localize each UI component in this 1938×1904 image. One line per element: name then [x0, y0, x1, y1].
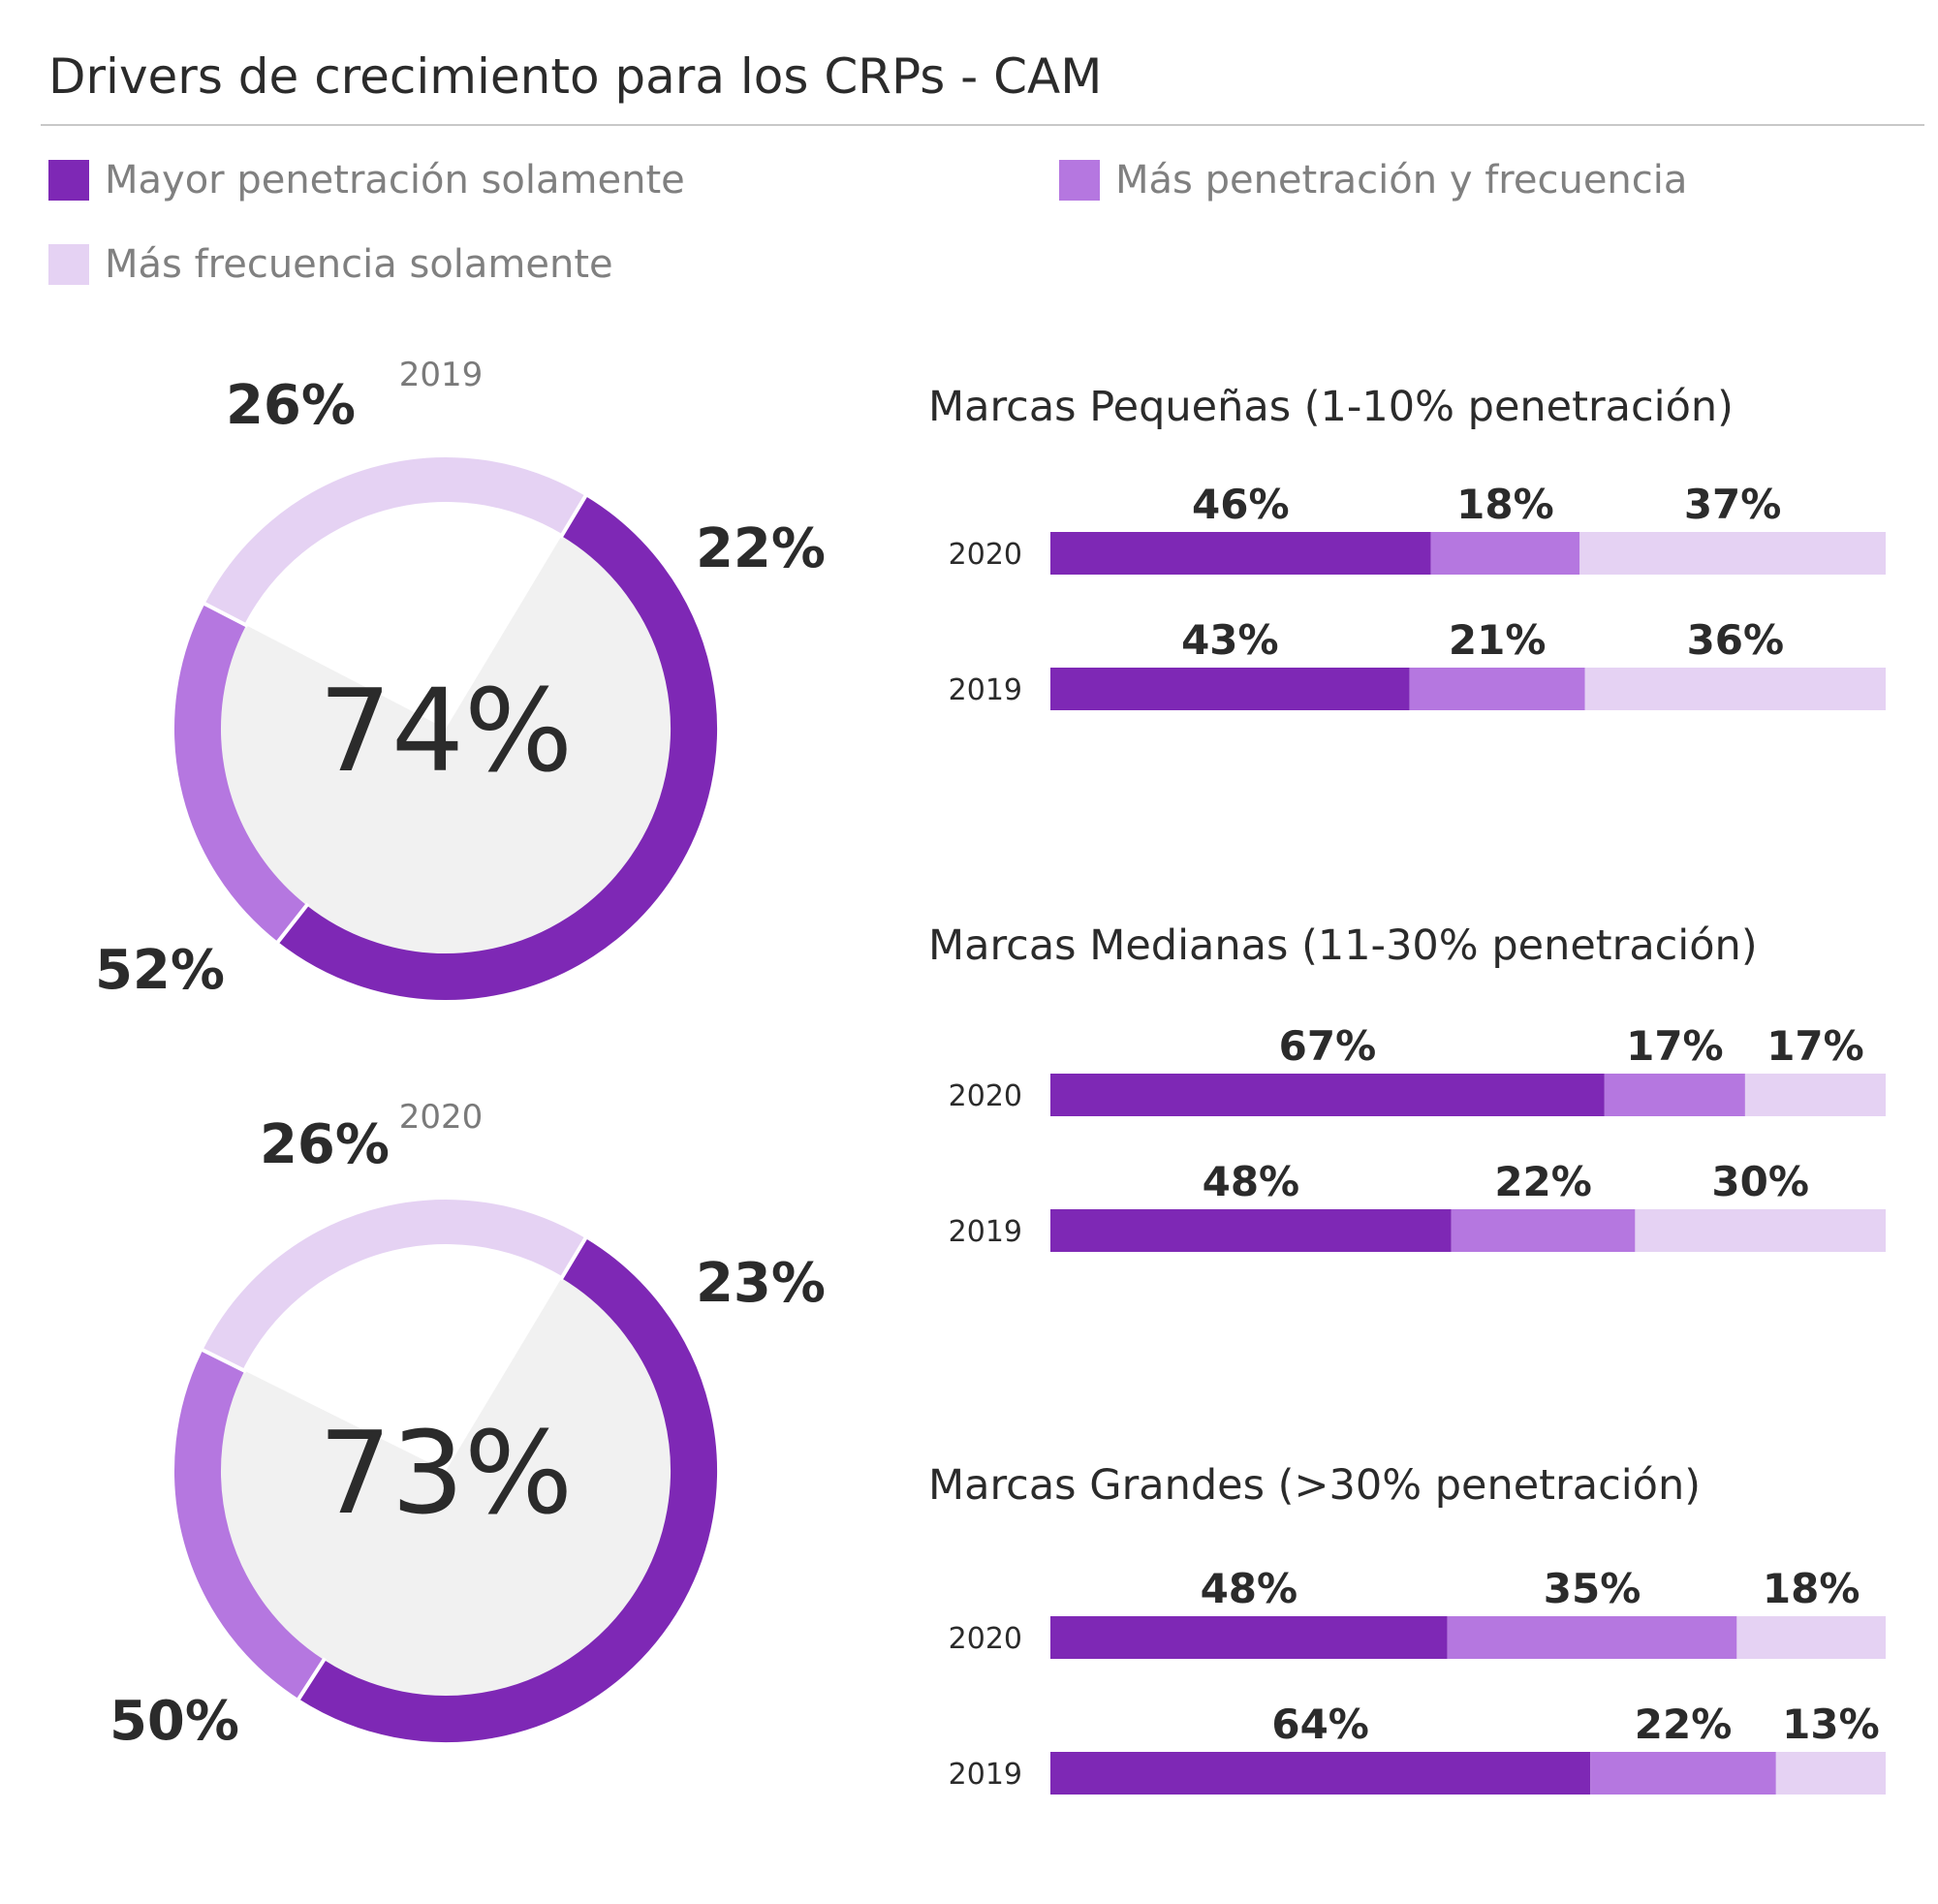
donut-segment-penetracion — [298, 1238, 718, 1743]
bar-segment-penetracion — [1050, 1209, 1452, 1252]
donut-separator — [275, 902, 310, 945]
donut-chart-2020: 2020 73% 50% 23% 26% — [109, 1098, 826, 1753]
bar-group-3: Marcas Grandes (>30% penetración) 2020 48%… — [928, 1461, 1886, 1795]
donut-separator — [200, 1347, 247, 1374]
bar-segment-frecuencia — [1775, 1752, 1886, 1795]
donut-label-ambos: 22% — [696, 517, 826, 580]
legend-swatch-frecuencia — [48, 244, 89, 285]
bar-segment-penetracion — [1050, 1752, 1591, 1795]
bar-group-1: Marcas Pequeñas (1-10% penetración) 2020 4… — [928, 383, 1886, 710]
donut-separator — [558, 1235, 588, 1281]
legend-label-penetracion: Mayor penetración solamente — [105, 158, 685, 203]
donut-center-cutout — [242, 1244, 563, 1471]
donut-center-cutout — [244, 502, 563, 729]
bar-value-label: 30% — [1711, 1158, 1809, 1205]
bar-segment-frecuencia — [1744, 1074, 1886, 1116]
bar-segment-frecuencia — [1579, 532, 1886, 575]
bar-segment-frecuencia — [1736, 1616, 1886, 1659]
bar-segment-penetracion — [1050, 1616, 1448, 1659]
bar-value-label: 64% — [1271, 1701, 1369, 1748]
bar-value-label: 18% — [1763, 1565, 1860, 1612]
donut-separator — [296, 1657, 328, 1702]
bar-value-label: 46% — [1192, 481, 1290, 528]
bar-group-title: Marcas Medianas (11-30% penetración) — [928, 921, 1758, 970]
donut-segment-ambos — [174, 604, 307, 943]
legend-label-frecuencia: Más frecuencia solamente — [105, 242, 613, 287]
bar-value-label: 13% — [1782, 1701, 1880, 1748]
bar-value-label: 17% — [1626, 1022, 1724, 1070]
bar-value-label: 18% — [1456, 481, 1554, 528]
donut-segment-penetracion — [277, 496, 717, 1000]
legend-item-penetracion: Mayor penetración solamente — [48, 158, 685, 203]
donut-center-value: 73% — [319, 1406, 573, 1540]
bar-segment-ambos — [1409, 668, 1585, 710]
bar-value-label: 22% — [1635, 1701, 1733, 1748]
legend-swatch-ambos — [1059, 160, 1100, 201]
bar-segment-ambos — [1447, 1616, 1737, 1659]
donut-label-ambos: 23% — [696, 1252, 826, 1315]
bar-value-label: 67% — [1279, 1022, 1377, 1070]
bar-group-title: Marcas Pequeñas (1-10% penetración) — [928, 383, 1734, 431]
bar-row-2019: 2019 48% 22% 30% — [949, 1158, 1886, 1252]
bar-segment-ambos — [1451, 1209, 1636, 1252]
donut-label-frecuencia: 26% — [226, 374, 356, 437]
bar-row-2020: 2020 46% 18% 37% — [949, 481, 1886, 575]
bar-year-label: 2019 — [949, 1758, 1022, 1792]
donut-segment-ambos — [174, 1350, 325, 1700]
bar-row-2020: 2020 48% 35% 18% — [949, 1565, 1886, 1659]
bar-year-label: 2020 — [949, 1079, 1022, 1113]
bar-year-label: 2019 — [949, 1215, 1022, 1249]
donut-chart-2019: 2019 74% 52% 22% 26% — [95, 356, 826, 1002]
donut-segment-frecuencia — [203, 1200, 586, 1371]
bar-year-label: 2020 — [949, 1622, 1022, 1656]
bar-segment-ambos — [1604, 1074, 1745, 1116]
donut-year-label: 2019 — [399, 356, 484, 394]
bar-value-label: 48% — [1201, 1565, 1298, 1612]
bar-segment-penetracion — [1050, 532, 1431, 575]
bar-segment-frecuencia — [1635, 1209, 1886, 1252]
donut-segment-frecuencia — [204, 457, 586, 626]
bar-year-label: 2020 — [949, 538, 1022, 572]
bar-value-label: 37% — [1684, 481, 1782, 528]
bar-value-label: 36% — [1687, 616, 1785, 664]
legend-item-ambos: Más penetración y frecuencia — [1059, 158, 1687, 203]
bar-value-label: 48% — [1203, 1158, 1300, 1205]
bar-segment-ambos — [1430, 532, 1580, 575]
bar-value-label: 22% — [1494, 1158, 1592, 1205]
bar-row-2020: 2020 67% 17% 17% — [949, 1022, 1886, 1116]
donut-year-label: 2020 — [399, 1098, 484, 1137]
bar-group-title: Marcas Grandes (>30% penetración) — [928, 1461, 1701, 1510]
bar-value-label: 21% — [1449, 616, 1547, 664]
legend-item-frecuencia: Más frecuencia solamente — [48, 242, 613, 287]
bar-value-label: 43% — [1181, 616, 1279, 664]
donut-separator — [558, 493, 588, 539]
title-divider — [41, 124, 1924, 126]
donut-label-penetracion: 50% — [109, 1690, 239, 1753]
bar-segment-ambos — [1590, 1752, 1776, 1795]
bar-segment-penetracion — [1050, 668, 1410, 710]
donut-label-penetracion: 52% — [95, 939, 225, 1002]
donut-center-value: 74% — [319, 664, 573, 797]
bar-segment-frecuencia — [1584, 668, 1886, 710]
bar-row-2019: 2019 43% 21% 36% — [949, 616, 1886, 710]
legend-swatch-penetracion — [48, 160, 89, 201]
donut-label-frecuencia: 26% — [260, 1113, 390, 1176]
bar-year-label: 2019 — [949, 673, 1022, 707]
legend-label-ambos: Más penetración y frecuencia — [1115, 158, 1688, 203]
donut-separator — [202, 601, 249, 628]
bar-group-2: Marcas Medianas (11-30% penetración) 2020… — [928, 921, 1886, 1252]
page-title: Drivers de crecimiento para los CRPs - C… — [48, 48, 1103, 105]
bar-segment-penetracion — [1050, 1074, 1605, 1116]
bar-row-2019: 2019 64% 22% 13% — [949, 1701, 1886, 1795]
bar-value-label: 35% — [1544, 1565, 1641, 1612]
bar-value-label: 17% — [1766, 1022, 1864, 1070]
